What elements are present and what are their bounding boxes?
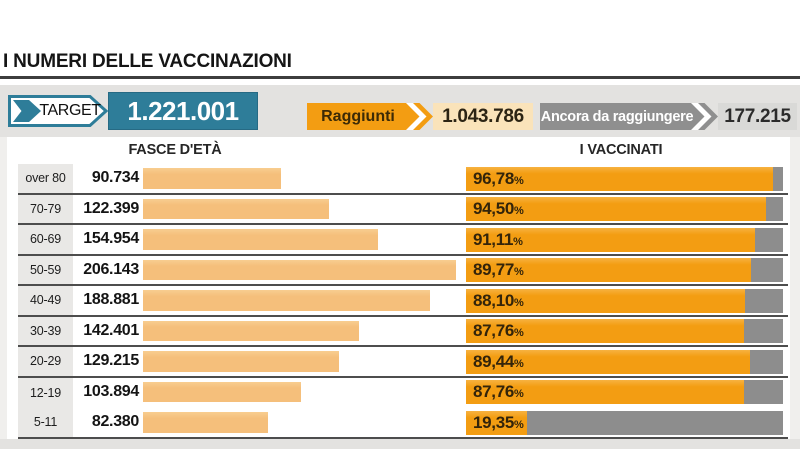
- vaccinated-bar-track: 89,77%: [466, 258, 783, 282]
- column-header-age-groups: FASCE D'ETÀ: [128, 142, 222, 158]
- vaccinated-bar-fill: 89,77%: [466, 258, 751, 282]
- chevron-badge-icon: [540, 103, 718, 130]
- population-count: 103.894: [83, 382, 139, 400]
- table-row: 50-59 206.143 89,77%: [18, 255, 788, 286]
- table-row: 30-39 142.401 87,76%: [18, 316, 788, 347]
- table-row: 40-49 188.881 88,10%: [18, 286, 788, 317]
- vaccinated-bar-fill: 96,78%: [466, 166, 773, 191]
- table-row: over 80 90.734 96,78%: [18, 164, 788, 195]
- flag-shape-icon: [8, 95, 108, 127]
- population-bar: [143, 320, 360, 341]
- age-group-label: 70-79: [18, 194, 73, 223]
- table-row: 70-79 122.399 94,50%: [18, 194, 788, 225]
- title-divider: [0, 76, 800, 79]
- vaccinated-percent: 89,44: [473, 351, 515, 371]
- vaccinated-percent: 89,77: [473, 260, 515, 279]
- vaccinated-percent: 96,78: [473, 168, 515, 188]
- population-count: 206.143: [83, 260, 139, 278]
- target-flag: TARGET: [8, 95, 108, 127]
- vaccinated-bar-fill: 19,35%: [466, 410, 528, 435]
- population-bar: [143, 290, 430, 311]
- vaccinated-percent: 87,76: [473, 382, 515, 401]
- population-bar: [143, 198, 329, 219]
- vaccinated-bar-fill: 87,76%: [466, 319, 745, 343]
- population-count: 90.734: [91, 169, 139, 186]
- vaccinated-bar-fill: 91,11%: [466, 227, 755, 252]
- arrow-right-icon: [13, 100, 41, 122]
- age-group-label: over 80: [18, 164, 73, 193]
- percent-sign-icon: %: [513, 235, 523, 248]
- vaccinated-bar-track: 87,76%: [466, 319, 783, 343]
- bottom-strip: [0, 438, 800, 449]
- table-row: 60-69 154.954 91,11%: [18, 225, 788, 256]
- age-group-label: 12-19: [18, 377, 73, 408]
- population-bar: [143, 229, 379, 250]
- population-bar: [143, 412, 269, 433]
- percent-sign-icon: %: [514, 205, 524, 217]
- vaccinated-bar-track: 87,76%: [466, 380, 783, 404]
- target-label: TARGET: [39, 102, 101, 119]
- table-row: 5-11 82.380 19,35%: [18, 408, 788, 439]
- population-count: 122.399: [83, 199, 139, 217]
- vaccinated-percent: 19,35: [473, 412, 515, 432]
- title-area: I NUMERI DELLE VACCINAZIONI: [0, 0, 800, 85]
- vaccinated-percent: 88,10: [473, 290, 515, 310]
- table-row: 12-19 103.894 87,76%: [18, 377, 788, 408]
- vaccinated-bar-fill: 88,10%: [466, 288, 746, 313]
- population-bar: [143, 259, 456, 280]
- page-title: I NUMERI DELLE VACCINAZIONI: [3, 51, 292, 72]
- vaccinated-bar-track: 19,35%: [466, 410, 783, 435]
- population-count: 188.881: [83, 291, 139, 308]
- chevron-badge-icon: [307, 103, 433, 130]
- summary-band: TARGET 1.221.001 Raggiunti 1.043.786 Anc…: [0, 85, 800, 137]
- percent-sign-icon: %: [514, 388, 524, 400]
- reached-badge: Raggiunti: [307, 103, 433, 130]
- chart-table: FASCE D'ETÀ I VACCINATI over 80 90.734 9…: [7, 137, 790, 439]
- population-bar: [143, 168, 281, 189]
- remaining-label: Ancora da raggiungere: [540, 108, 694, 125]
- vaccinated-bar-track: 94,50%: [466, 197, 783, 221]
- age-group-label: 5-11: [18, 408, 73, 437]
- vaccinated-percent: 87,76: [473, 321, 515, 340]
- rows-container: over 80 90.734 96,78% 70-79 122.399 94,5…: [18, 164, 788, 439]
- vaccinated-bar-fill: 89,44%: [466, 349, 750, 374]
- vaccinated-bar-fill: 94,50%: [466, 197, 766, 221]
- chevron-right-icon: [406, 103, 427, 130]
- table-row: 20-29 129.215 89,44%: [18, 347, 788, 378]
- reached-label: Raggiunti: [321, 107, 395, 125]
- reached-value: 1.043.786: [433, 103, 533, 130]
- age-group-label: 30-39: [18, 316, 73, 345]
- vaccinated-bar-fill: 87,76%: [466, 380, 745, 404]
- percent-sign-icon: %: [514, 418, 524, 431]
- chevron-right-icon: [691, 103, 712, 130]
- vaccinated-bar-track: 89,44%: [466, 349, 783, 374]
- percent-sign-icon: %: [514, 357, 524, 370]
- vaccinated-percent: 94,50: [473, 199, 515, 218]
- population-bar: [143, 381, 301, 402]
- column-header-vaccinated: I VACCINATI: [579, 142, 663, 158]
- percent-sign-icon: %: [514, 296, 524, 309]
- vaccinated-bar-track: 91,11%: [466, 227, 783, 252]
- target-value: 1.221.001: [108, 92, 258, 130]
- percent-sign-icon: %: [514, 266, 524, 278]
- population-count: 142.401: [83, 321, 139, 339]
- remaining-badge: Ancora da raggiungere: [540, 103, 718, 130]
- population-count: 154.954: [83, 230, 139, 247]
- age-group-label: 50-59: [18, 255, 73, 284]
- population-bar: [143, 351, 340, 372]
- vaccinated-bar-track: 88,10%: [466, 288, 783, 313]
- age-group-label: 60-69: [18, 225, 73, 254]
- vaccinated-bar-track: 96,78%: [466, 166, 783, 191]
- population-count: 129.215: [83, 352, 139, 369]
- population-count: 82.380: [91, 413, 139, 430]
- percent-sign-icon: %: [514, 327, 524, 339]
- age-group-label: 40-49: [18, 286, 73, 315]
- vaccinated-percent: 91,11: [473, 229, 514, 249]
- remaining-value: 177.215: [718, 103, 797, 130]
- age-group-label: 20-29: [18, 347, 73, 376]
- percent-sign-icon: %: [514, 174, 524, 187]
